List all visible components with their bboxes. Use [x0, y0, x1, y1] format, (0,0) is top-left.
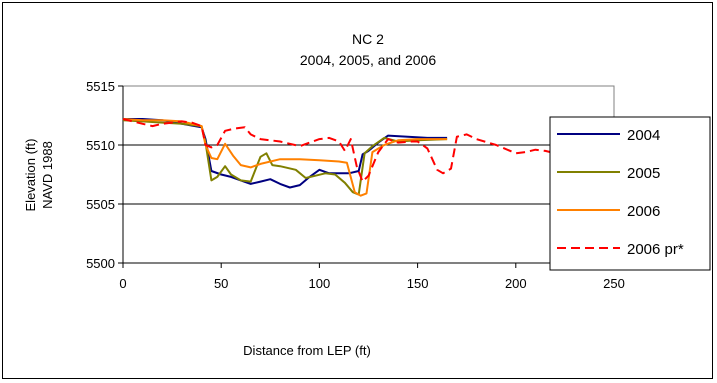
series-line-2006	[122, 118, 448, 197]
legend: 2004 2005 2006 2006 pr*	[557, 127, 684, 258]
legend-label: 2005	[627, 165, 660, 182]
legend-box	[549, 116, 711, 271]
x-tick-label: 50	[214, 276, 228, 291]
legend-label: 2004	[627, 127, 660, 144]
y-tick-label: 5510	[86, 138, 115, 153]
y-tick-label: 5515	[86, 79, 115, 94]
x-axis-label: Distance from LEP (ft)	[243, 343, 371, 358]
chart-title: NC 2	[352, 31, 384, 47]
axis-layer: 5500 5505 5510 5515 0 50 100 150 200 250	[86, 79, 625, 291]
x-tick-label: 150	[407, 276, 429, 291]
x-tick-label: 100	[309, 276, 331, 291]
y-tick-label: 5500	[86, 256, 115, 271]
legend-label: 2006 pr*	[627, 241, 684, 258]
legend-label: 2006	[627, 203, 660, 220]
y-axis-label: Elevation (ft)	[23, 139, 38, 212]
chart-subtitle: 2004, 2005, and 2006	[300, 52, 436, 68]
x-tick-label: 250	[603, 276, 625, 291]
series-line-2006-pr-	[122, 118, 566, 183]
x-tick-label: 0	[119, 276, 126, 291]
y-tick-label: 5505	[86, 197, 115, 212]
y-axis-label-datum: NAVD 1988	[40, 141, 55, 209]
x-tick-label: 200	[505, 276, 527, 291]
series-layer	[122, 118, 566, 197]
